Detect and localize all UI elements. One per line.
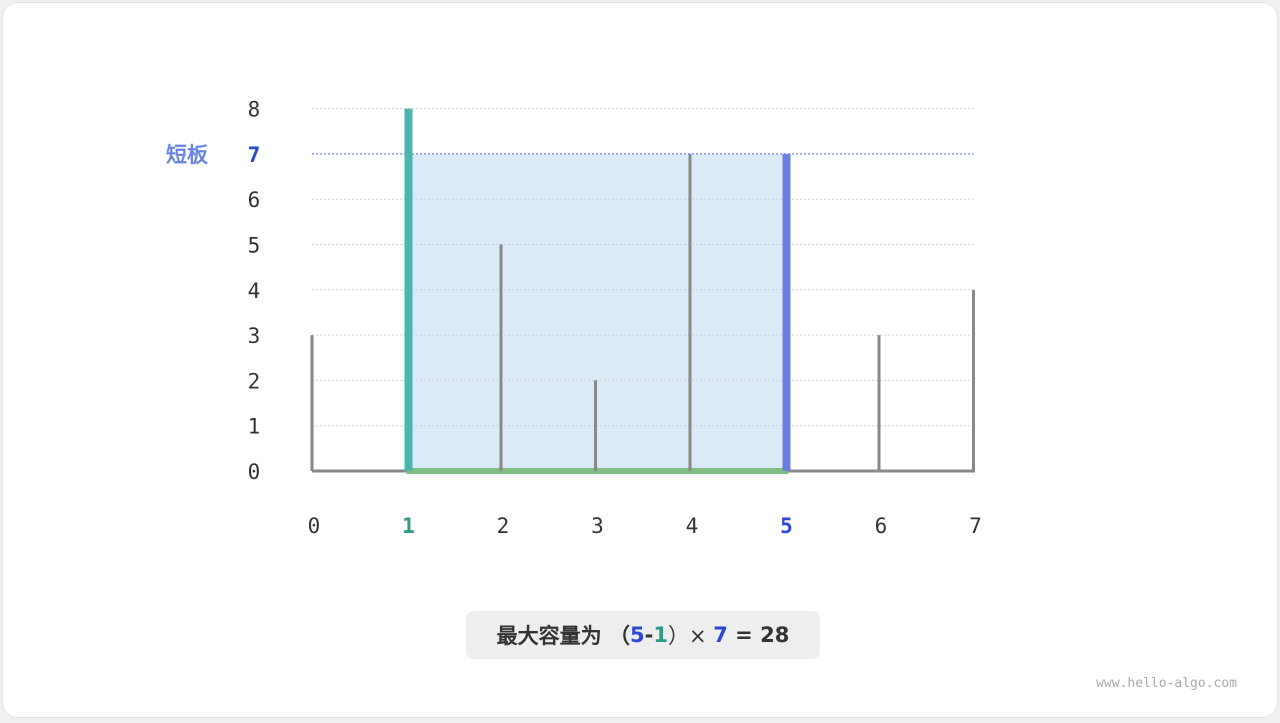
x-tick-label: 4 [686, 514, 699, 538]
y-tick-label: 6 [248, 188, 261, 212]
x-tick-label: 5 [780, 514, 793, 538]
x-tick-label: 1 [402, 514, 415, 538]
x-tick-label: 0 [308, 514, 321, 538]
max-capacity-caption: 最大容量为 （5-1 ）× 7 = 28 [466, 611, 820, 659]
caption-times: ）× [667, 624, 714, 648]
y-tick-label: 3 [248, 324, 261, 348]
x-tick-label: 7 [969, 514, 982, 538]
x-tick-label: 2 [497, 514, 510, 538]
caption-left-index: 1 [653, 623, 668, 647]
x-tick-label: 3 [591, 514, 604, 538]
y-tick-label: 7 [248, 143, 261, 167]
y-tick-label: 8 [248, 98, 261, 122]
x-tick-label: 6 [875, 514, 888, 538]
y-tick-label: 5 [248, 234, 261, 258]
watermark: www.hello-algo.com [1096, 676, 1237, 691]
short-board-label: 短板 [166, 143, 209, 167]
caption-height: 7 [713, 623, 728, 647]
y-tick-label: 0 [248, 460, 261, 484]
y-tick-label: 2 [248, 369, 261, 393]
caption-right-index: 5 [629, 623, 645, 647]
caption-result: = 28 [727, 623, 790, 647]
caption-prefix: 最大容量为 （ [496, 624, 630, 648]
y-tick-label: 4 [248, 279, 261, 303]
caption-minus: - [644, 623, 654, 647]
container-chart: 0 1 2 3 4 5 6 7 8 短板 0 1 2 3 4 5 6 7 [166, 98, 982, 538]
y-tick-label: 1 [248, 415, 261, 439]
